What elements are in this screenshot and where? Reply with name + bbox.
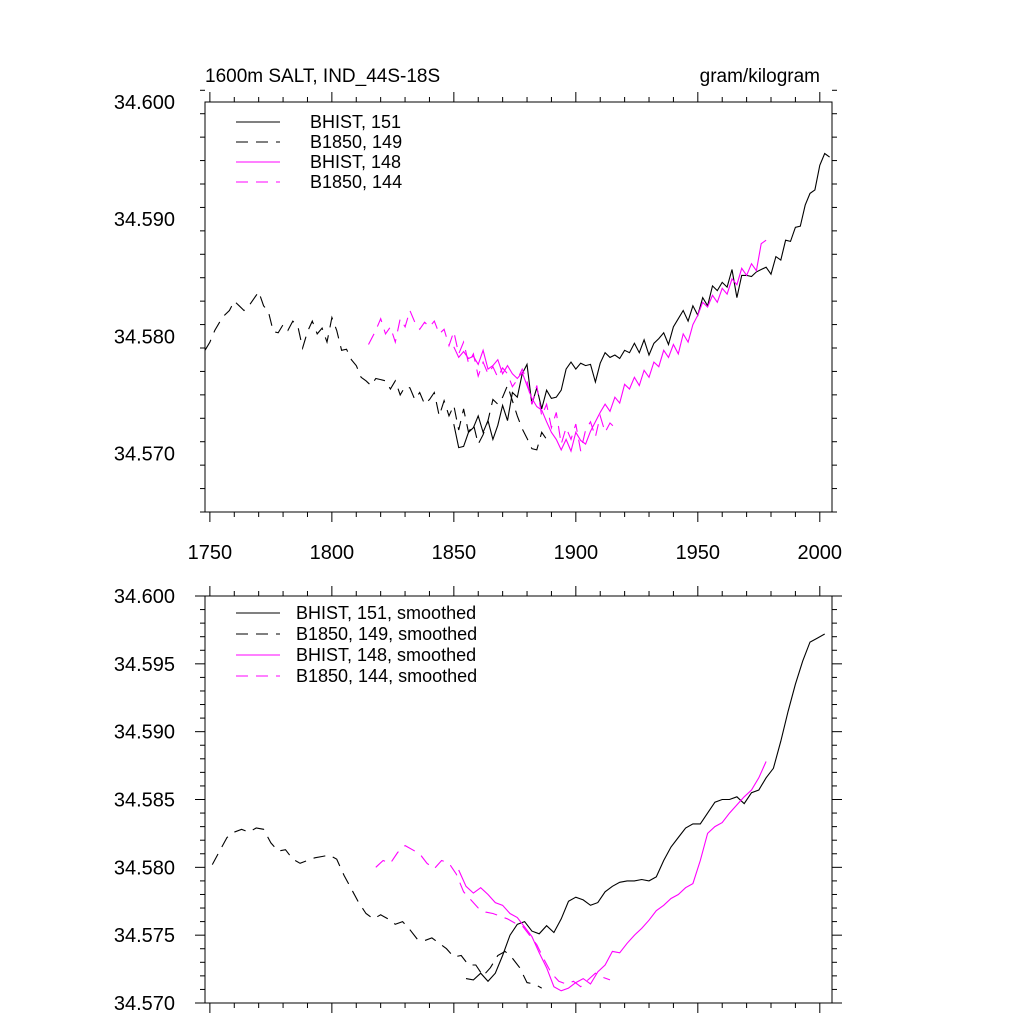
y-tick-label: 34.585 [114,790,175,812]
series-line-3 [368,308,616,452]
y-tick-label: 34.600 [114,586,175,608]
plot-frame-0 [204,101,833,513]
x-tick-label: 2000 [798,542,843,564]
x-tick-label: 1750 [188,542,233,564]
series-line-2 [453,239,767,453]
figure-title: 1600m SALT, IND_44S-18S [205,66,440,87]
legend-label: BHIST, 151, smoothed [296,603,476,623]
y-tick-label: 34.595 [114,654,175,676]
x-tick-label: 1900 [554,542,599,564]
x-tick-label: 1800 [310,542,355,564]
figure-units: gram/kilogram [700,66,820,87]
bottom-panel: 34.570 34.575 34.580 34.585 34.590 34.595 34.6… [114,586,842,1015]
legend-label: BHIST, 151 [310,112,401,132]
y-tick-label: 34.590 [114,209,175,231]
series-line-0 [453,152,830,449]
series-line-1 [211,827,542,989]
y-tick-label: 34.575 [114,925,175,947]
series-line-3 [375,844,611,988]
y-tick-label: 34.590 [114,722,175,744]
legend-label: BHIST, 148, smoothed [296,645,476,665]
top-panel: 1750 1800 1850 1900 1950 2000 34.570 34.580 34.5… [114,89,843,564]
y-tick-label: 34.570 [114,993,175,1015]
legend-label: B1850, 149 [310,132,402,152]
series-line-2 [458,761,767,992]
y-tick-label: 34.580 [114,857,175,879]
series-line-1 [204,290,552,451]
series-line-0 [465,633,825,983]
legend-label: B1850, 144, smoothed [296,666,477,686]
legend-label: BHIST, 148 [310,152,401,172]
y-tick-label: 34.580 [114,326,175,348]
x-tick-label: 1950 [676,542,721,564]
y-tick-label: 34.570 [114,443,175,465]
x-tick-label: 1850 [432,542,477,564]
legend-label: B1850, 144 [310,172,402,192]
legend-label: B1850, 149, smoothed [296,624,477,644]
y-tick-label: 34.600 [114,92,175,114]
